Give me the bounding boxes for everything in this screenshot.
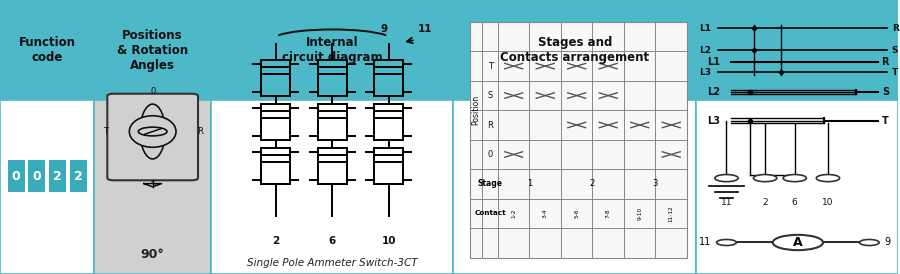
Text: 5-6: 5-6 — [574, 209, 580, 218]
Text: Function
code: Function code — [19, 36, 76, 64]
Circle shape — [139, 127, 167, 136]
Text: Positions
& Rotation
Angles: Positions & Rotation Angles — [117, 28, 188, 72]
Circle shape — [773, 235, 823, 250]
Text: 0: 0 — [32, 170, 41, 182]
Text: 1: 1 — [526, 179, 532, 189]
Text: T: T — [882, 116, 889, 125]
Ellipse shape — [140, 104, 166, 159]
Bar — [454, 100, 696, 274]
Text: 9: 9 — [885, 238, 891, 247]
Circle shape — [715, 175, 738, 182]
Text: L2: L2 — [699, 45, 711, 55]
Bar — [7, 160, 24, 192]
Text: Contact: Contact — [474, 210, 506, 216]
Text: 11: 11 — [721, 198, 733, 207]
Text: 9-10: 9-10 — [637, 207, 643, 220]
Text: 11-12: 11-12 — [669, 205, 674, 222]
Circle shape — [753, 175, 777, 182]
Text: 7-8: 7-8 — [606, 209, 611, 218]
Text: R: R — [197, 127, 202, 136]
FancyBboxPatch shape — [107, 94, 198, 180]
Text: 2: 2 — [272, 236, 279, 246]
Text: Position: Position — [472, 95, 481, 125]
Text: 90°: 90° — [140, 248, 165, 261]
Text: L1: L1 — [706, 57, 720, 67]
Text: Internal
circuit diagram: Internal circuit diagram — [282, 36, 382, 64]
Text: 3: 3 — [652, 179, 658, 189]
Text: 6: 6 — [328, 236, 336, 246]
Text: 6: 6 — [792, 198, 797, 207]
Text: 3-4: 3-4 — [543, 209, 548, 218]
Text: R: R — [881, 57, 889, 67]
Text: 2: 2 — [590, 179, 595, 189]
Bar — [69, 160, 86, 192]
Bar — [94, 0, 211, 100]
Bar — [454, 0, 696, 100]
Text: 10: 10 — [823, 198, 833, 207]
Text: 2: 2 — [53, 170, 62, 182]
Circle shape — [860, 239, 879, 246]
Bar — [211, 100, 454, 274]
Text: 2: 2 — [74, 170, 83, 182]
Text: L2: L2 — [706, 87, 720, 97]
Text: L3: L3 — [699, 67, 711, 76]
Bar — [49, 160, 66, 192]
Circle shape — [716, 239, 736, 246]
Bar — [696, 100, 898, 274]
Text: S: S — [882, 87, 889, 97]
Text: 2: 2 — [762, 198, 768, 207]
Circle shape — [816, 175, 840, 182]
Text: 0: 0 — [150, 87, 156, 96]
Text: L3: L3 — [706, 116, 720, 125]
Text: 11: 11 — [699, 238, 711, 247]
Text: R: R — [892, 24, 898, 33]
Text: A: A — [793, 236, 803, 249]
Text: Stages and
Contacts arrangement: Stages and Contacts arrangement — [500, 36, 649, 64]
Bar — [211, 0, 454, 100]
Ellipse shape — [130, 116, 176, 147]
Text: L1: L1 — [699, 24, 711, 33]
Bar — [94, 100, 211, 274]
Bar — [0, 100, 94, 274]
Text: S: S — [488, 91, 492, 100]
Text: Stage: Stage — [478, 179, 502, 189]
Text: 9: 9 — [381, 24, 388, 34]
Text: T: T — [892, 67, 898, 76]
Text: T: T — [488, 62, 492, 71]
Text: 10: 10 — [382, 236, 396, 246]
Text: 0: 0 — [488, 150, 492, 159]
Text: T: T — [103, 127, 108, 136]
Bar — [0, 0, 94, 100]
Text: S: S — [892, 45, 898, 55]
Bar — [28, 160, 45, 192]
Text: S: S — [150, 181, 156, 189]
Text: 0: 0 — [12, 170, 21, 182]
Text: 1-2: 1-2 — [511, 209, 517, 218]
Text: Single Pole Ammeter Switch-3CT: Single Pole Ammeter Switch-3CT — [247, 258, 418, 268]
Bar — [696, 0, 898, 100]
Text: 11: 11 — [418, 24, 432, 34]
Text: R: R — [487, 121, 493, 130]
Circle shape — [783, 175, 806, 182]
Bar — [470, 22, 687, 258]
